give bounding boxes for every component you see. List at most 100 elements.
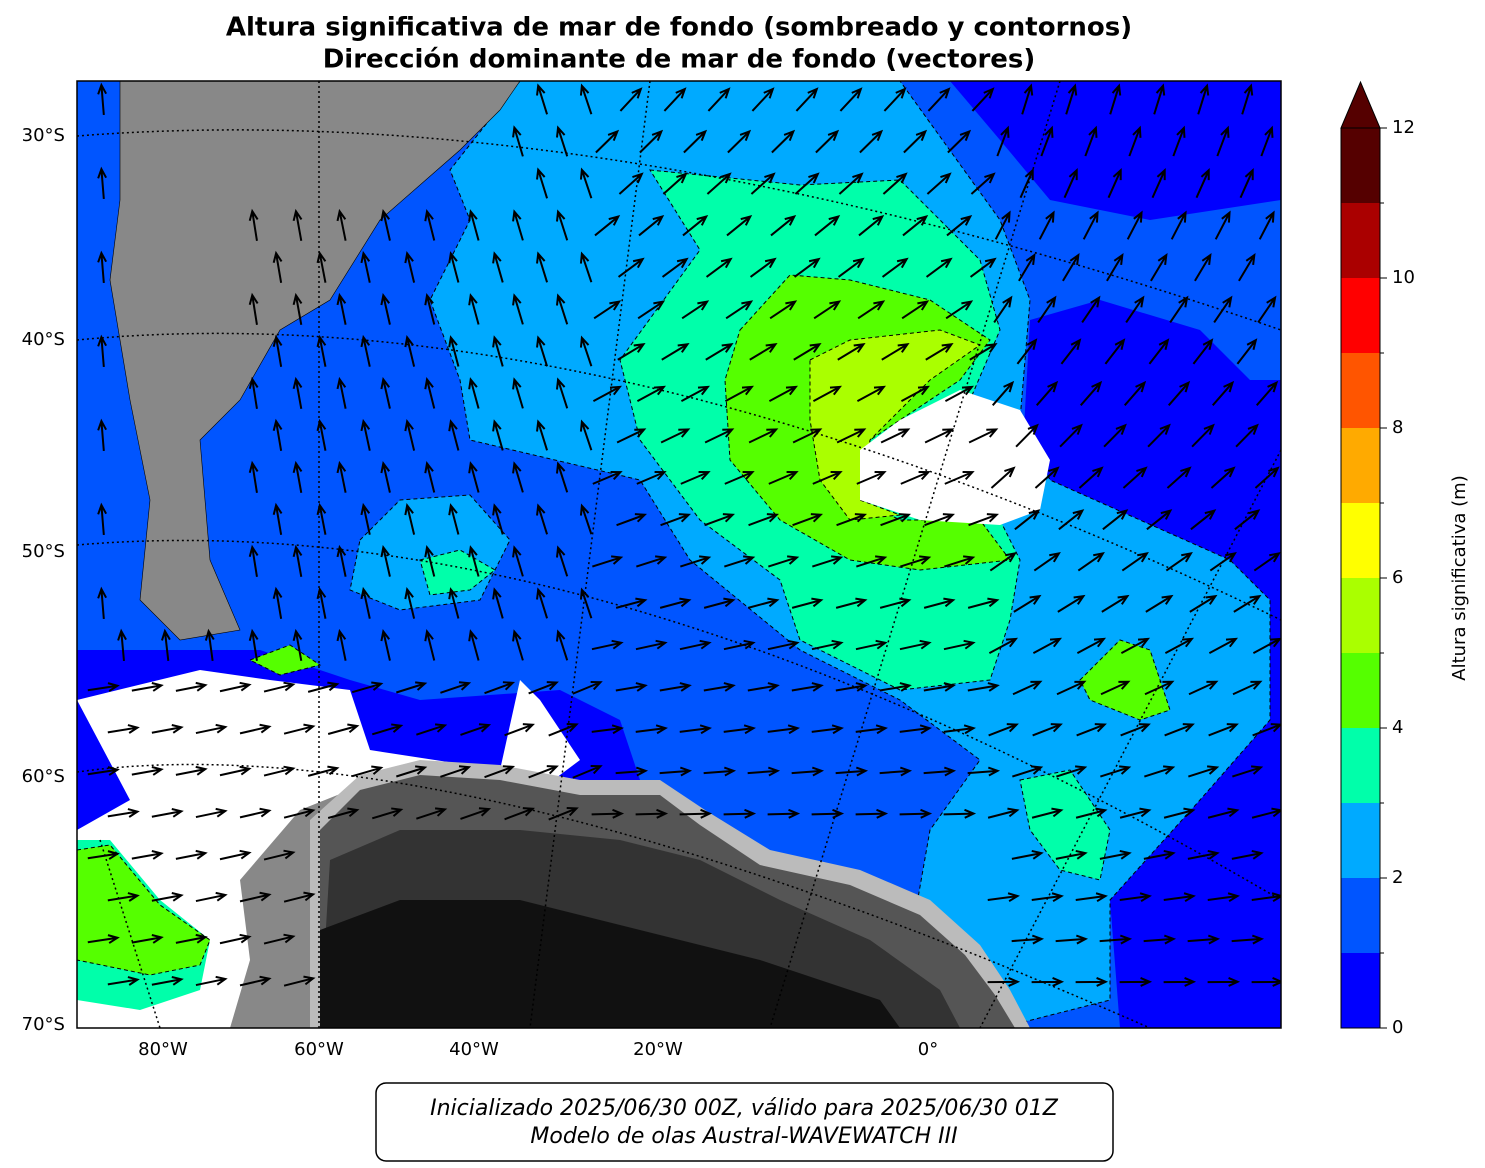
vector <box>448 503 460 535</box>
vector <box>1019 168 1034 199</box>
vector <box>404 503 416 535</box>
vector <box>990 466 1016 489</box>
graticule <box>77 81 1281 1028</box>
vector <box>723 639 756 651</box>
vector <box>987 892 1020 903</box>
vector <box>923 682 956 692</box>
vector <box>292 544 303 577</box>
vector <box>555 377 569 409</box>
vector <box>512 209 524 241</box>
vector <box>1107 168 1122 199</box>
vector <box>617 342 646 361</box>
vector <box>1100 765 1132 778</box>
vector <box>883 87 907 112</box>
vector <box>968 513 999 527</box>
vector <box>1035 380 1059 406</box>
footer-box <box>375 1082 1114 1162</box>
vector <box>749 257 777 278</box>
vector <box>424 293 436 325</box>
vector <box>592 555 624 568</box>
vector <box>360 250 371 283</box>
vector <box>219 933 252 945</box>
vector <box>371 807 404 820</box>
vector <box>703 597 736 609</box>
vector <box>1103 423 1127 448</box>
vector <box>404 587 416 619</box>
vector <box>248 628 259 661</box>
vector <box>351 765 384 778</box>
vector <box>1231 934 1265 945</box>
vector <box>468 629 480 661</box>
vector <box>879 682 912 692</box>
vector <box>1120 637 1151 654</box>
vector <box>512 545 524 577</box>
vector <box>1235 423 1259 448</box>
vector <box>944 470 975 485</box>
vector <box>881 257 909 278</box>
vector <box>1077 551 1105 572</box>
vector <box>1232 765 1264 778</box>
vector <box>536 83 549 115</box>
vector <box>1150 253 1168 282</box>
vector <box>484 765 516 779</box>
vector <box>283 975 316 987</box>
vector <box>769 300 798 320</box>
vector <box>855 639 888 651</box>
vector <box>1144 680 1175 696</box>
vector <box>528 765 559 779</box>
vector <box>968 428 999 444</box>
vector <box>1120 723 1151 737</box>
vector <box>1076 723 1107 737</box>
vector <box>662 172 688 195</box>
vector <box>1169 295 1189 323</box>
vector <box>504 807 535 821</box>
vector <box>1075 977 1109 987</box>
vector <box>97 418 108 452</box>
vector <box>448 251 460 283</box>
colorbar-tick-label: 6 <box>1392 567 1403 588</box>
vector <box>404 251 416 283</box>
vector <box>404 419 416 451</box>
vector <box>131 766 164 776</box>
vector <box>858 214 885 237</box>
lat-label: 50°S <box>22 541 65 562</box>
vector <box>1251 892 1281 903</box>
vector <box>1213 295 1233 323</box>
vector <box>272 250 283 283</box>
vector <box>996 125 1010 157</box>
vector <box>660 428 691 444</box>
vector <box>1109 83 1122 115</box>
vector <box>424 629 436 661</box>
vector <box>988 723 1019 737</box>
vector <box>1106 253 1124 282</box>
vector <box>835 682 868 692</box>
vector <box>1192 338 1214 365</box>
vector <box>239 723 272 735</box>
vector <box>555 461 569 493</box>
vector <box>903 129 928 154</box>
vector <box>767 808 801 819</box>
vector <box>926 172 952 195</box>
vector <box>1099 934 1133 945</box>
vector <box>812 385 842 403</box>
vector <box>594 214 621 237</box>
vector <box>1033 551 1061 572</box>
title-line: Altura significativa de mar de fondo (so… <box>226 13 1132 43</box>
vector <box>1102 509 1129 531</box>
vector <box>901 300 930 320</box>
vector <box>219 765 252 777</box>
vector <box>791 682 824 692</box>
vector <box>835 766 869 777</box>
vector <box>659 682 692 692</box>
vector <box>579 335 593 367</box>
vector <box>316 418 327 451</box>
vector <box>749 342 778 361</box>
vector <box>857 300 886 320</box>
vector <box>681 300 710 320</box>
vector <box>1059 423 1083 448</box>
vector <box>1121 551 1149 572</box>
vector <box>967 682 1000 692</box>
vector <box>1058 509 1085 531</box>
vector <box>591 724 624 735</box>
vector <box>1011 849 1044 860</box>
